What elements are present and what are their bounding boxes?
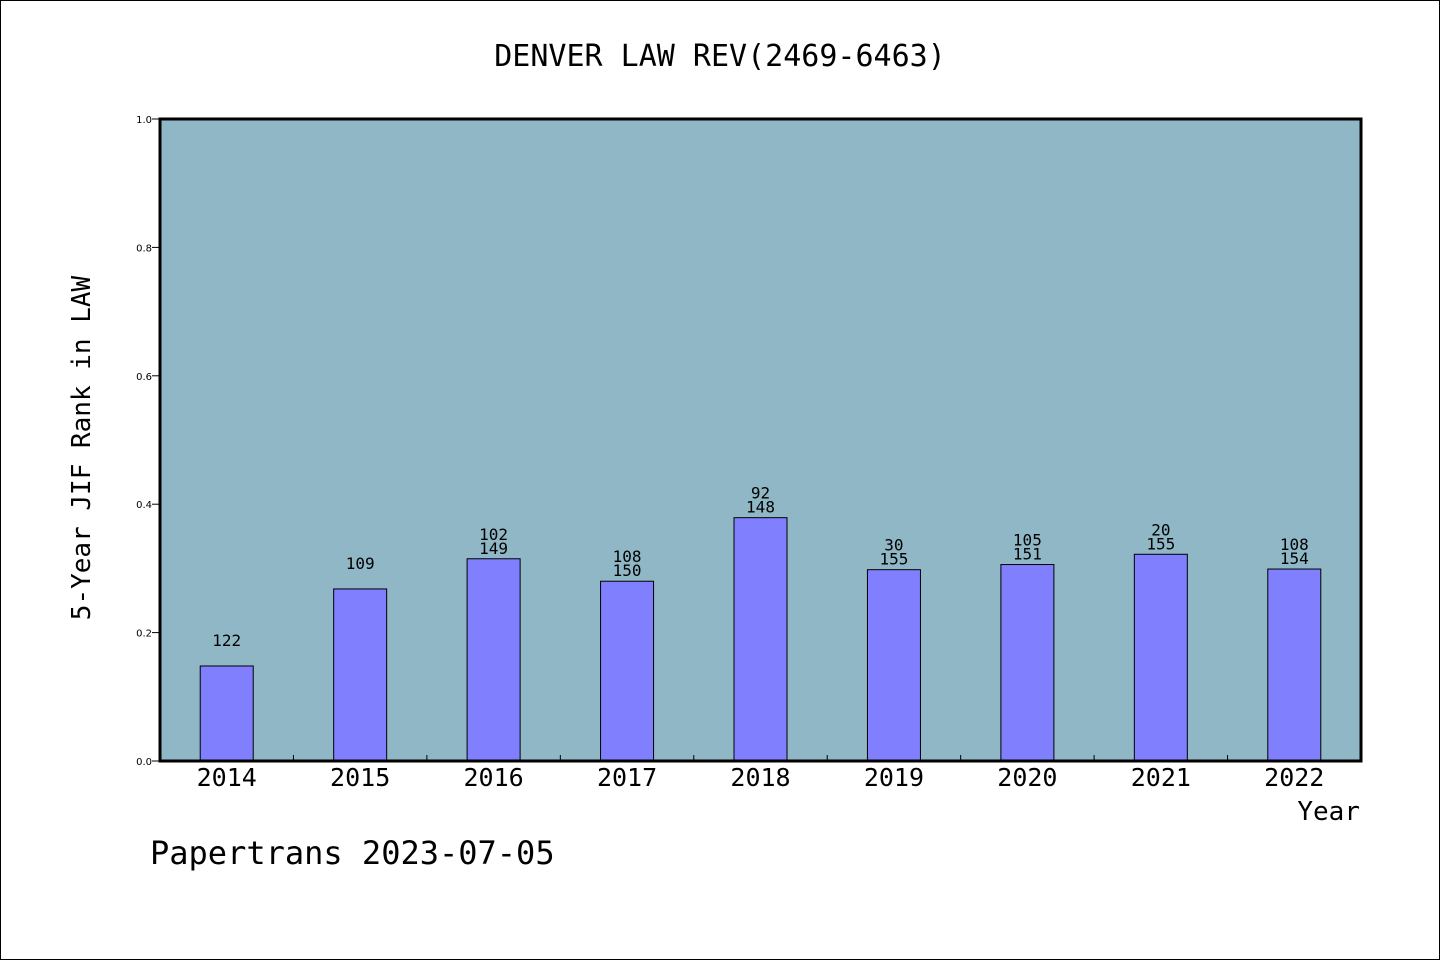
x-tick-label: 2020 (997, 763, 1057, 792)
y-axis: 0.0 0.2 0.4 0.6 0.8 1.0 (136, 115, 160, 768)
bars (199, 517, 1322, 762)
bar-2014 (199, 665, 254, 762)
bar-2020 (1000, 564, 1055, 762)
bar-label-total: 155 (879, 550, 908, 569)
bar-label-total: 122 (212, 631, 241, 650)
bar-label-total: 148 (746, 498, 775, 517)
y-tick-label: 0.6 (136, 372, 152, 383)
bar-2022 (1267, 568, 1322, 762)
bar-label-total: 150 (613, 561, 642, 580)
y-tick-label: 0.8 (136, 243, 152, 254)
x-tick-label: 2014 (197, 763, 257, 792)
bar-2015 (333, 588, 388, 762)
bar-2021 (1133, 553, 1188, 762)
x-tick-label: 2022 (1264, 763, 1324, 792)
bar-label-rank: 102 (479, 525, 508, 544)
bar-label-total: 149 (479, 539, 508, 558)
y-tick-label: 1.0 (136, 115, 152, 126)
x-tick-label: 2019 (864, 763, 924, 792)
x-tick-label: 2015 (330, 763, 390, 792)
bar-label-rank: 105 (1013, 531, 1042, 550)
x-tick-label: 2018 (730, 763, 790, 792)
chart-title: DENVER LAW REV(2469-6463) (494, 39, 946, 74)
bar-label-total: 154 (1280, 549, 1309, 568)
bar-label-total: 151 (1013, 545, 1042, 564)
bar-label-total: 109 (346, 554, 375, 573)
y-axis-label: 5-Year JIF Rank in LAW (67, 275, 97, 620)
x-axis-label: Year (1297, 797, 1360, 827)
bar-label-rank: 92 (751, 484, 770, 503)
bar-label-total: 155 (1146, 534, 1175, 553)
bar-2017 (600, 580, 655, 762)
y-tick-label: 0.4 (136, 500, 152, 511)
bar-label-rank: 108 (1280, 535, 1309, 554)
bar-label-rank: 108 (613, 547, 642, 566)
x-tick-label: 2021 (1131, 763, 1191, 792)
y-tick-label: 0.2 (136, 629, 152, 640)
x-axis: 2014 2015 2016 2017 2018 2019 2020 2021 2022 (197, 755, 1324, 792)
x-tick-label: 2016 (464, 763, 524, 792)
plot-border (158, 117, 1363, 763)
bar-label-rank: 30 (884, 536, 903, 555)
y-tick-label: 0.0 (136, 757, 152, 768)
bar-2019 (866, 569, 921, 762)
bar-2016 (466, 558, 521, 762)
bar-label-rank: 20 (1151, 520, 1170, 539)
watermark-text: Papertrans 2023-07-05 (150, 834, 555, 872)
bar-2018 (733, 517, 788, 762)
x-tick-label: 2017 (597, 763, 657, 792)
